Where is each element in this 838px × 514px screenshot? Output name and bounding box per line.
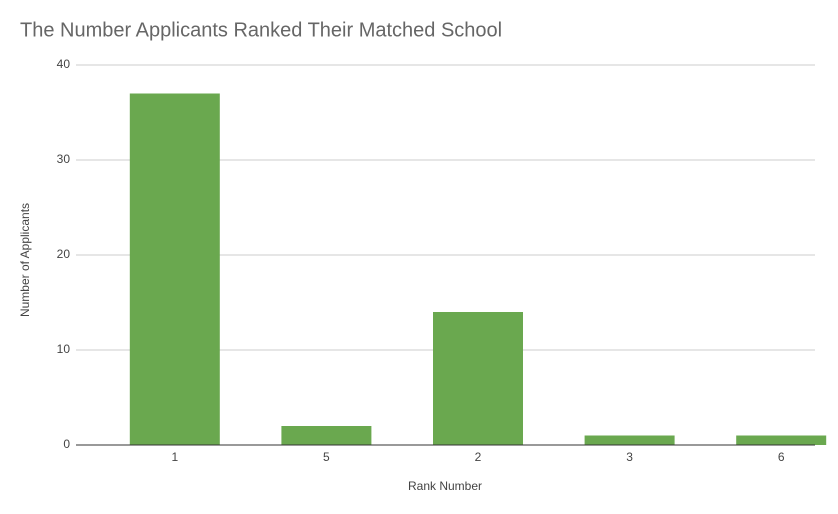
bar — [129, 93, 220, 445]
bar — [433, 312, 523, 445]
x-tick-label: 6 — [778, 450, 785, 464]
y-tick-label: 30 — [57, 152, 71, 166]
y-tick-label: 10 — [57, 342, 71, 356]
bar — [584, 435, 675, 445]
x-axis-title: Rank Number — [408, 479, 482, 493]
x-tick-label: 5 — [323, 450, 330, 464]
bar — [736, 435, 827, 445]
x-tick-label: 3 — [626, 450, 633, 464]
x-tick-label: 1 — [171, 450, 178, 464]
y-tick-label: 20 — [57, 247, 71, 261]
chart-title: The Number Applicants Ranked Their Match… — [20, 19, 502, 41]
y-axis-title: Number of Applicants — [18, 203, 32, 317]
x-tick-label: 2 — [475, 450, 482, 464]
y-tick-label: 40 — [57, 57, 71, 71]
bar — [281, 426, 372, 445]
y-tick-label: 0 — [63, 437, 70, 451]
